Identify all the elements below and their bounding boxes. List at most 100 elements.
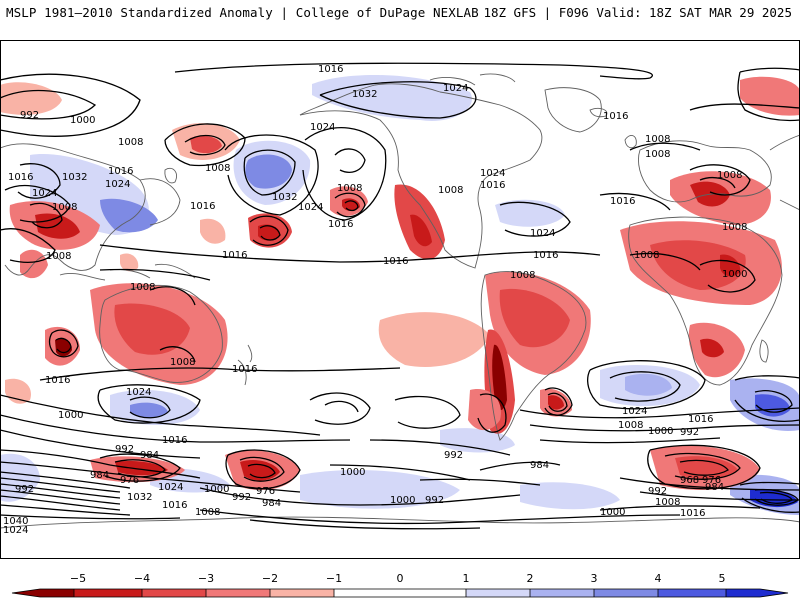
isobar-label: 1024 (443, 83, 468, 94)
isobar-label: 992 (425, 495, 444, 506)
isobar-label: 1008 (438, 185, 463, 196)
isobar (734, 375, 800, 422)
isobar (679, 459, 729, 476)
isobar (249, 519, 481, 530)
coastline (139, 178, 181, 226)
colorbar: −5 −4 −3 −2 −1 0 1 2 3 4 5 (11, 572, 789, 598)
isobar-label: 1024 (32, 188, 57, 199)
colorbar-tick-label: 1 (463, 572, 470, 585)
isobar-label: 1000 (648, 426, 673, 437)
isobar-label: 992 (20, 110, 39, 121)
colorbar-swatch (594, 589, 658, 597)
isobar-label: 1008 (205, 163, 230, 174)
isobar (599, 505, 761, 511)
isobar (99, 268, 211, 281)
isobar-label: 992 (115, 444, 134, 455)
isobar (419, 478, 541, 486)
isobar (0, 394, 321, 436)
anomaly-region (468, 389, 501, 431)
anomaly-region (625, 373, 672, 396)
coastline (299, 91, 543, 269)
isobar-label: 1024 (530, 228, 555, 239)
isobar-label: 1016 (383, 256, 408, 267)
isobar (609, 371, 681, 402)
anomaly-region (35, 213, 80, 239)
anomaly-region (740, 76, 800, 116)
coastline (0, 143, 146, 276)
isobar (309, 392, 371, 425)
isobar-label: 1000 (204, 484, 229, 495)
isobar-label: 992 (15, 484, 34, 495)
isobar (529, 424, 800, 432)
anomaly-region (499, 288, 570, 348)
anomaly-region (0, 453, 40, 502)
isobar (0, 228, 56, 263)
isobar (159, 346, 196, 363)
isobar-label: 1016 (480, 180, 505, 191)
isobar (344, 200, 359, 212)
isobar (174, 62, 653, 80)
anomaly-region (200, 218, 226, 244)
isobar-label: 984 (140, 450, 159, 461)
isobar-label: 1016 (108, 166, 133, 177)
isobar (477, 393, 507, 433)
isobar (0, 429, 201, 459)
isobar (319, 81, 477, 119)
isobar-label: 984 (705, 482, 724, 493)
isobar (0, 489, 121, 505)
colorbar-dividers (73, 589, 727, 597)
coastline (628, 216, 783, 386)
isobar-label: 1016 (8, 172, 33, 183)
colorbar-tick-label: −1 (326, 572, 342, 585)
isobar-label: 1016 (222, 250, 247, 261)
anomaly-region (114, 303, 190, 355)
isobar-label: 1016 (190, 201, 215, 212)
isobar (302, 127, 387, 221)
isobar (29, 202, 63, 229)
isobar-label: 984 (262, 498, 281, 509)
isobar-label: 1008 (170, 357, 195, 368)
colorbar-tick-label: 5 (719, 572, 726, 585)
isobar-label: 1032 (62, 172, 87, 183)
isobar (184, 134, 226, 156)
isobar (324, 400, 359, 413)
isobar (97, 384, 201, 424)
isobar-label: 1024 (105, 179, 130, 190)
isobar-label: 992 (444, 450, 463, 461)
isobar-label: 1000 (722, 269, 747, 280)
isobar (99, 453, 181, 482)
isobar (689, 103, 800, 111)
isobar (0, 461, 301, 493)
isobar-label: 1016 (688, 414, 713, 425)
colorbar-tick-label: −3 (198, 572, 214, 585)
isobar (0, 483, 121, 499)
anomaly-region (492, 344, 507, 411)
colorbar-outline (11, 588, 789, 598)
isobar (114, 459, 166, 478)
isobar-label: 1008 (722, 222, 747, 233)
isobar-label: 1040 (3, 516, 28, 527)
isobar (334, 192, 366, 218)
isobar (739, 481, 800, 513)
isobar (544, 387, 573, 416)
isobar-label: 1016 (533, 250, 558, 261)
isobar (519, 407, 800, 419)
anomaly-region (245, 154, 292, 189)
isobar-label: 1000 (58, 410, 83, 421)
isobar (17, 163, 61, 199)
anomaly-region (190, 135, 222, 154)
isobar-label: 1016 (328, 219, 353, 230)
isobar (55, 337, 72, 354)
isobar (243, 149, 296, 196)
isobar-label: 1016 (232, 364, 257, 375)
colorbar-swatch (74, 589, 142, 597)
isobar-label: 976 (702, 475, 721, 486)
isobar (225, 449, 301, 490)
isobar-label: 1016 (603, 111, 628, 122)
isobar-label: 984 (530, 460, 549, 471)
isobar (699, 177, 736, 189)
isobar (699, 259, 756, 293)
colorbar-tick-label: 0 (397, 572, 404, 585)
isobar-label: 1024 (310, 122, 335, 133)
colorbar-tick-label: −5 (70, 572, 86, 585)
